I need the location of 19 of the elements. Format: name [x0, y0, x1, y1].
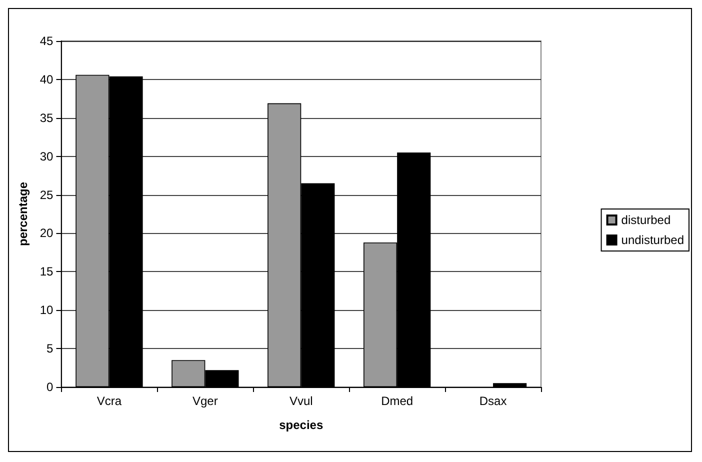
y-tick-label: 30 [40, 149, 54, 164]
x-tick-label: Vcra [96, 394, 122, 408]
y-tick-label: 5 [46, 342, 54, 356]
y-tick-label: 40 [40, 72, 54, 86]
y-tick-label: 20 [40, 226, 54, 240]
legend-label: disturbed [621, 213, 671, 227]
x-tick-label: Vger [192, 394, 218, 408]
x-axis-title: species [279, 418, 324, 432]
y-tick-label: 25 [40, 188, 54, 202]
y-tick-label: 15 [40, 264, 54, 279]
y-tick-label: 35 [40, 110, 54, 125]
legend-label: undisturbed [621, 233, 684, 247]
y-axis-title: percentage [16, 182, 30, 246]
y-tick-label: 0 [46, 380, 54, 394]
y-tick-label: 10 [40, 303, 54, 318]
y-tick-label: 45 [40, 34, 54, 48]
x-tick-label: Dsax [479, 394, 507, 408]
x-tick-label: Dmed [381, 394, 414, 408]
x-tick-label: Vvul [289, 394, 313, 408]
